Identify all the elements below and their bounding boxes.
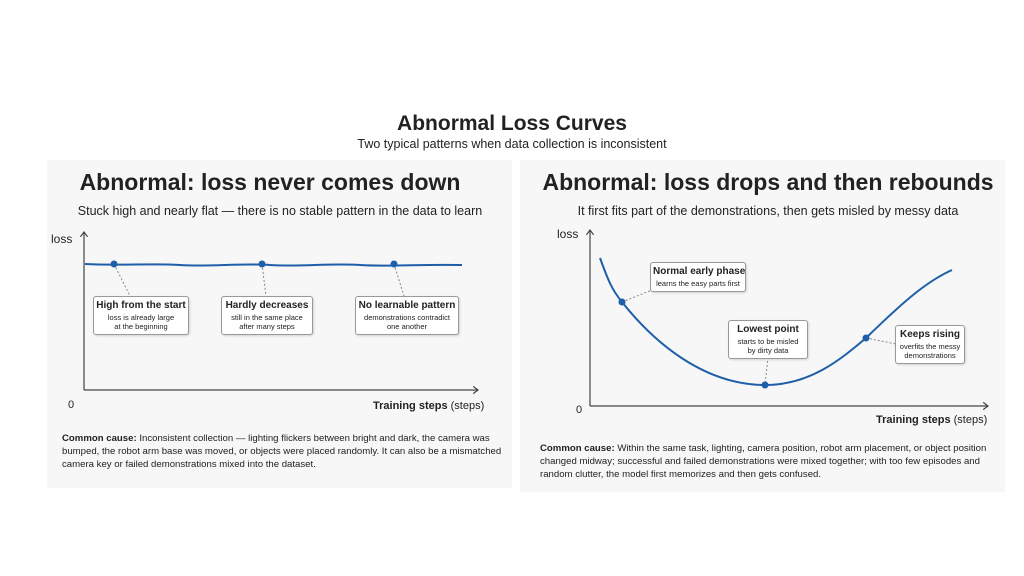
- callout-line: one another: [386, 322, 428, 331]
- loss-curve: [84, 263, 463, 267]
- page-subtitle: Two typical patterns when data collectio…: [357, 137, 667, 151]
- connector: [764, 356, 769, 386]
- callout-title: High from the start: [96, 300, 186, 311]
- cause-text: Within the same task, lighting, camera p…: [540, 443, 987, 480]
- callout-line: loss is already large: [107, 313, 175, 322]
- cause-label: Common cause:: [62, 433, 137, 444]
- callout-title: Normal early phase: [653, 266, 746, 277]
- dot: [618, 298, 626, 306]
- callout: Lowest point starts to be misled by dirty …: [728, 320, 808, 359]
- callout: Hardly decreases still in the same place a…: [221, 296, 313, 335]
- callout-line: still in the same place: [231, 313, 303, 322]
- connector: [865, 337, 897, 345]
- x-label-unit: (steps): [450, 400, 485, 412]
- x-label-unit: (steps): [953, 414, 988, 426]
- callout-line: overfits the messy: [899, 342, 961, 351]
- x-label-text: Training steps: [373, 400, 448, 412]
- cause-label: Common cause:: [540, 443, 615, 454]
- callout-line: at the beginning: [114, 322, 168, 331]
- callout-title: Lowest point: [737, 324, 799, 335]
- panel-subtitle: It first fits part of the demonstrations…: [577, 204, 959, 218]
- dot: [390, 260, 398, 268]
- dot: [258, 260, 266, 268]
- y-label: loss: [51, 232, 73, 246]
- dot: [110, 260, 118, 268]
- callout: Keeps rising overfits the messy demonstrat…: [895, 325, 965, 364]
- callout-line: demonstrations: [904, 351, 956, 360]
- callout: High from the start loss is already large…: [93, 296, 189, 335]
- callout-line: demonstrations contradict: [364, 313, 450, 322]
- callout-title: Hardly decreases: [225, 300, 309, 311]
- origin-label: 0: [68, 399, 75, 411]
- connector: [113, 263, 131, 297]
- callout-line: after many steps: [239, 322, 295, 331]
- callout-line: starts to be misled: [737, 337, 799, 346]
- x-label-text: Training steps: [876, 414, 951, 426]
- panel-title: Abnormal: loss drops and then rebounds: [542, 169, 994, 195]
- x-label: Training steps (steps): [876, 414, 987, 426]
- cause-text: Inconsistent collection — lighting flick…: [62, 433, 502, 470]
- page-title: Abnormal Loss Curves: [397, 112, 627, 135]
- callout: Normal early phase learns the easy parts …: [650, 262, 746, 292]
- x-label: Training steps (steps): [373, 400, 484, 412]
- panel-title: Abnormal: loss never comes down: [79, 169, 461, 195]
- connector: [261, 263, 267, 297]
- callout-line: by dirty data: [747, 346, 789, 355]
- origin-label: 0: [576, 404, 583, 416]
- panel-subtitle: Stuck high and nearly flat — there is no…: [77, 204, 483, 218]
- dot: [862, 334, 870, 342]
- callout: No learnable pattern demonstrations contr…: [355, 296, 459, 335]
- connector: [621, 289, 653, 303]
- callout-title: No learnable pattern: [358, 300, 456, 311]
- common-cause: Common cause: Inconsistent collection — …: [62, 432, 502, 471]
- callout-line: learns the easy parts first: [656, 279, 740, 288]
- callout-title: Keeps rising: [899, 329, 961, 340]
- common-cause: Common cause: Within the same task, ligh…: [540, 442, 995, 481]
- connector: [393, 263, 405, 297]
- dot: [761, 381, 769, 389]
- y-label: loss: [557, 227, 579, 241]
